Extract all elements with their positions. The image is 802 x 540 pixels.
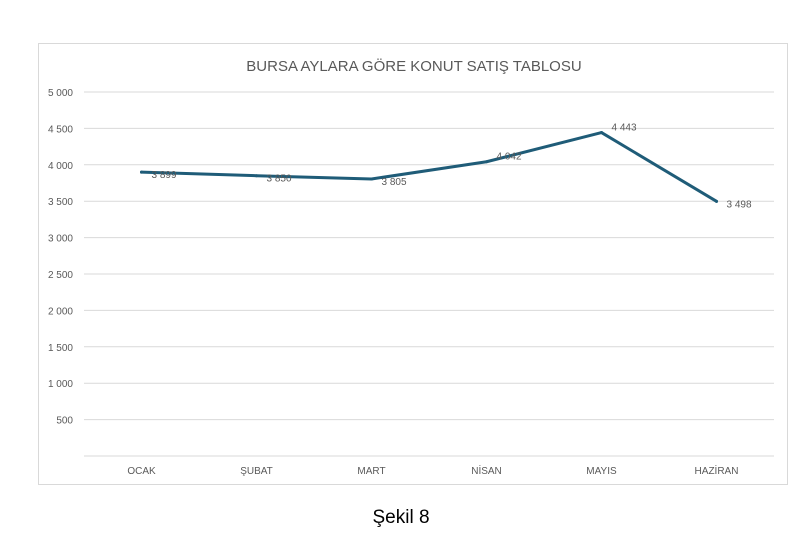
y-tick-label: 1 000 [48,379,73,390]
data-label: 3 805 [382,177,407,188]
data-point [255,174,258,178]
x-tick-label: OCAK [127,466,156,477]
y-tick-label: 3 500 [48,197,73,208]
chart-container: BURSA AYLARA GÖRE KONUT SATIŞ TABLOSU 500… [38,43,788,485]
x-tick-label: ŞUBAT [240,466,273,477]
data-point [140,170,143,174]
y-tick-label: 3 000 [48,234,73,245]
data-label: 3 850 [267,174,292,185]
figure-caption: Şekil 8 [372,507,430,528]
y-tick-label: 2 000 [48,306,73,317]
y-tick-label: 2 500 [48,270,73,281]
line-chart: BURSA AYLARA GÖRE KONUT SATIŞ TABLOSU 500… [48,57,774,477]
x-tick-label: MART [357,466,385,477]
data-point [715,199,718,203]
data-point [485,160,488,164]
chart-title: BURSA AYLARA GÖRE KONUT SATIŞ TABLOSU [246,57,581,75]
series-line [140,131,718,203]
data-point [600,131,603,135]
y-tick-label: 4 000 [48,161,73,172]
x-tick-label: NİSAN [471,464,502,477]
data-label: 3 498 [727,199,752,210]
x-tick-label: HAZİRAN [695,464,739,477]
x-tick-label: MAYIS [586,466,617,477]
y-tick-label: 4 500 [48,124,73,135]
y-tick-label: 5 000 [48,88,73,99]
y-tick-label: 500 [56,416,73,427]
data-point [370,177,373,181]
data-label: 3 899 [152,170,177,181]
data-label: 4 443 [612,123,637,134]
data-label: 4 042 [497,152,522,163]
y-tick-label: 1 500 [48,343,73,354]
